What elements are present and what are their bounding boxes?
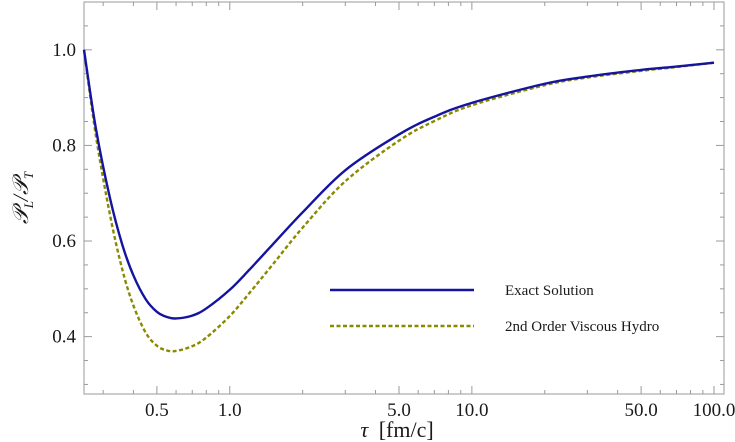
x-tick-label: 0.5: [145, 400, 169, 421]
legend: Exact Solution 2nd Order Viscous Hydro: [330, 283, 659, 335]
y-tick-label: 0.6: [52, 231, 76, 252]
x-tick-label: 5.0: [387, 400, 411, 421]
series-layer: [82, 49, 715, 353]
series-line-exact-solution: [82, 49, 715, 320]
y-axis-den-sub: T: [21, 171, 36, 179]
y-tick-label: 0.4: [52, 327, 76, 348]
x-tick-label: 10.0: [455, 400, 488, 421]
plot-frame: [83, 1, 725, 395]
series-line-viscous-hydro: [82, 49, 715, 353]
x-tick-label: 100.0: [693, 400, 735, 421]
y-axis-num-sub: L: [21, 201, 36, 209]
y-axis-ticks: 0.4 0.6 0.8 1.0: [52, 1, 724, 385]
x-tick-label: 50.0: [624, 400, 657, 421]
legend-label-exact: Exact Solution: [505, 283, 594, 299]
x-axis-ticks: 0.5 1.0 5.0 10.0 50.0 100.0: [102, 2, 735, 421]
x-axis-label: τ [fm/c]: [360, 417, 433, 442]
y-tick-label: 0.8: [52, 135, 76, 156]
x-tick-label: 1.0: [218, 400, 242, 421]
y-tick-label: 1.0: [52, 40, 76, 61]
x-axis-unit: [fm/c]: [379, 417, 434, 442]
x-axis-symbol: τ: [360, 417, 369, 442]
y-axis-label: 𝒫L/𝒫T: [8, 171, 36, 224]
y-axis-slash: /: [8, 193, 33, 203]
legend-label-hydro: 2nd Order Viscous Hydro: [505, 319, 659, 335]
